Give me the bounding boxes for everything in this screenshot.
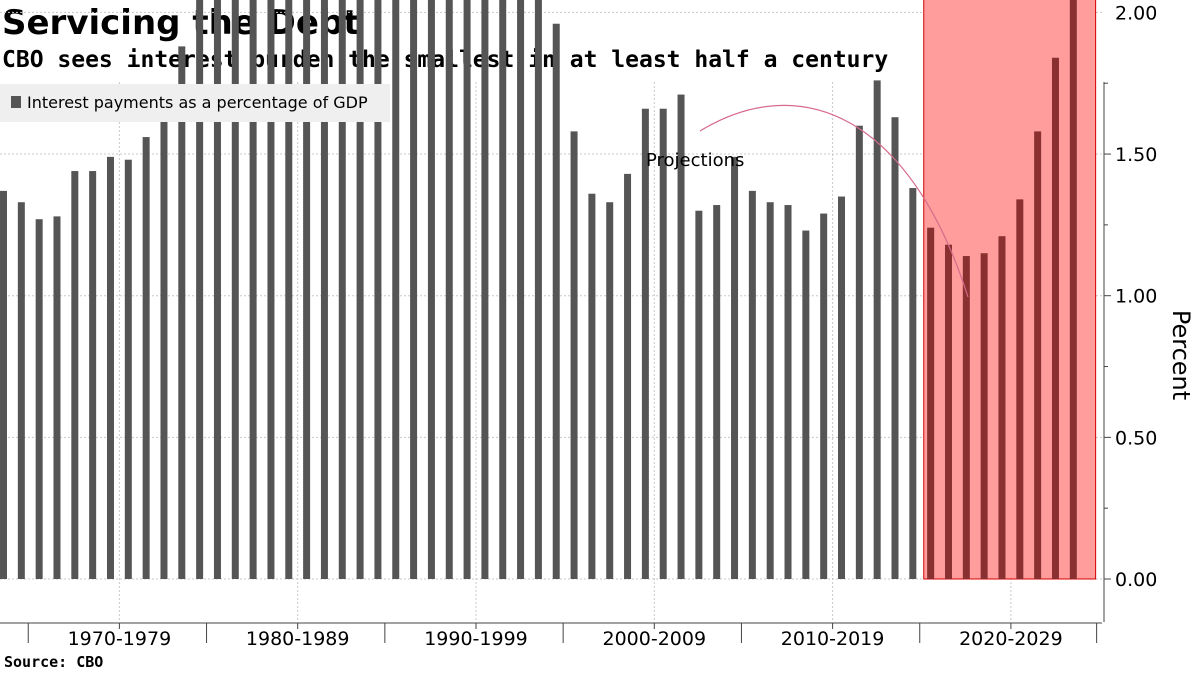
bar-1993 — [445, 0, 453, 579]
bar-1975 — [124, 159, 132, 579]
projection-box — [923, 0, 1097, 580]
y-tick-label: 1.50 — [1115, 144, 1157, 166]
bar-2006 — [677, 94, 685, 579]
bar-1981 — [231, 0, 239, 580]
bar-1996 — [499, 0, 507, 580]
source-note: Source: CBO — [4, 653, 104, 671]
bar-2017 — [873, 80, 881, 579]
bar-2009 — [731, 156, 739, 579]
bar-1972 — [71, 171, 79, 579]
y-tick-label: 0.00 — [1115, 569, 1157, 591]
bar-1985 — [303, 0, 311, 580]
bar-1987 — [338, 0, 346, 579]
legend-swatch — [11, 96, 21, 108]
legend-box — [0, 84, 390, 122]
bar-2023 — [980, 253, 988, 579]
bar-2001 — [588, 193, 596, 579]
bar-2021 — [944, 244, 952, 579]
x-group-label: 2010-2019 — [781, 628, 885, 650]
bar-2025 — [1016, 199, 1024, 580]
bar-1970 — [35, 219, 43, 580]
bar-2020 — [927, 227, 935, 579]
bar-2004 — [641, 108, 649, 580]
bar-1976 — [142, 137, 150, 579]
bar-1968 — [0, 190, 7, 579]
bar-1969 — [17, 202, 25, 579]
bar-2002 — [606, 202, 614, 579]
x-group-label: 1990-1999 — [424, 628, 528, 650]
bar-2028 — [1069, 0, 1077, 579]
x-axis: 1970-1979 1980-1989 1990-1999 2000-2009 2010… — [0, 622, 1102, 650]
bar-1999 — [552, 23, 560, 580]
annotation-label: Projections — [646, 150, 744, 171]
bar-1991 — [410, 0, 418, 579]
bar-2008 — [713, 205, 721, 579]
bar-1980 — [213, 0, 221, 579]
bar-2027 — [1051, 57, 1059, 579]
bar-1971 — [53, 216, 61, 579]
bar-1990 — [392, 0, 400, 579]
bar-1984 — [285, 0, 293, 580]
bar-2018 — [891, 117, 899, 579]
bar-2024 — [998, 236, 1006, 579]
bar-1979 — [196, 0, 204, 580]
y-axis-label: Percent — [1167, 310, 1195, 400]
bar-2013 — [802, 230, 810, 579]
bar-2011 — [766, 202, 774, 579]
legend-label: Interest payments as a percentage of GDP — [27, 93, 368, 112]
bar-2019 — [909, 188, 917, 579]
bar-1997 — [517, 0, 525, 579]
bar-1994 — [463, 0, 471, 580]
bar-1982 — [249, 0, 257, 579]
bar-2007 — [695, 210, 703, 579]
y-tick-label: 1.00 — [1115, 286, 1157, 308]
chart-subtitle: CBO sees interest burden the smallest in… — [2, 47, 889, 73]
bar-2003 — [624, 173, 632, 580]
y-tick-label: 0.50 — [1115, 427, 1157, 449]
bar-2014 — [820, 213, 828, 579]
bar-1988 — [356, 0, 364, 579]
x-group-label: 1980-1989 — [246, 628, 350, 650]
bar-1995 — [481, 0, 489, 579]
x-group-label: 2000-2009 — [603, 628, 707, 650]
projection-arrow: Projections — [646, 104, 969, 298]
bar-2016 — [855, 125, 863, 579]
bar-2026 — [1034, 131, 1042, 580]
bar-2010 — [748, 190, 756, 579]
chart-title: Servicing the Debt — [2, 3, 360, 43]
projection-region — [923, 0, 1097, 580]
bar-2012 — [784, 205, 792, 579]
x-group-label: 1970-1979 — [68, 628, 172, 650]
bar-2015 — [838, 196, 846, 580]
bar-1974 — [106, 156, 114, 579]
bar-1986 — [320, 0, 328, 579]
bar-2000 — [570, 131, 578, 580]
bar-1978 — [178, 46, 186, 580]
bar-1973 — [89, 171, 97, 579]
bar-1998 — [534, 0, 542, 580]
x-group-label: 2020-2029 — [959, 628, 1063, 650]
legend: Interest payments as a percentage of GDP — [0, 84, 390, 122]
bar-1983 — [267, 0, 275, 579]
bar-1977 — [160, 108, 168, 580]
bar-2005 — [659, 108, 667, 580]
y-tick-label: 2.00 — [1115, 2, 1157, 24]
bar-2022 — [962, 256, 970, 579]
bars — [0, 0, 1077, 580]
bar-1992 — [427, 0, 435, 579]
bar-1989 — [374, 0, 382, 579]
annotation-arrow — [699, 104, 969, 298]
